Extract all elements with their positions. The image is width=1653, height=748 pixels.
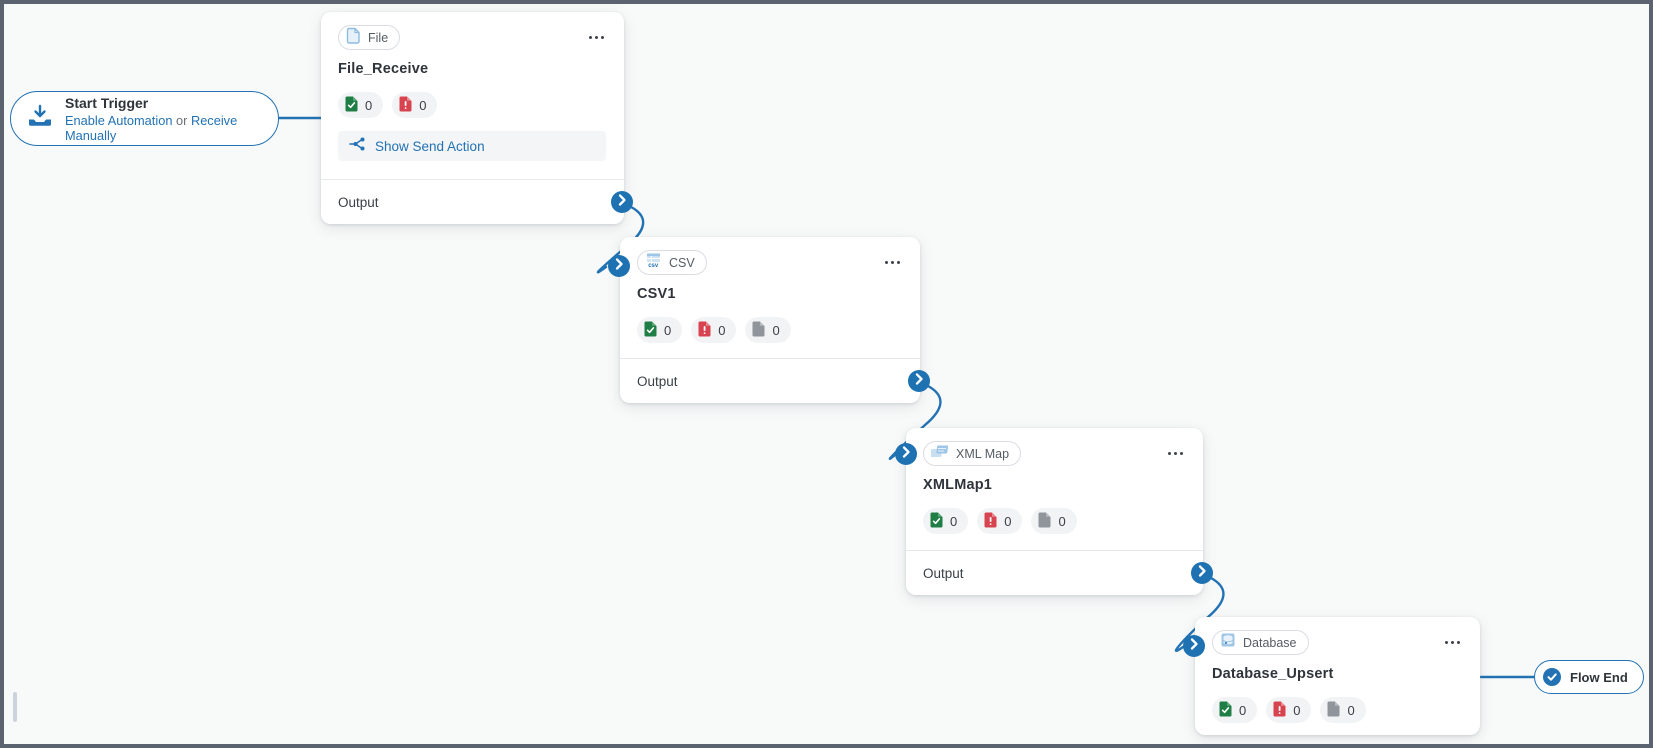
start-trigger-title: Start Trigger xyxy=(65,94,149,111)
doc-error-icon xyxy=(1273,701,1286,720)
error-count-badge: 0 xyxy=(392,92,438,118)
svg-text:csv: csv xyxy=(648,263,659,268)
success-count-badge: 0 xyxy=(923,508,969,534)
chevron-right-icon xyxy=(611,189,633,216)
neutral-count-badge: 0 xyxy=(1031,508,1077,534)
error-count-badge: 0 xyxy=(691,317,737,343)
csv-output-port[interactable] xyxy=(908,370,930,392)
doc-neutral-icon xyxy=(1038,512,1051,531)
output-row: Output xyxy=(906,550,1203,595)
success-count-badge: 0 xyxy=(338,92,384,118)
error-count-badge: 0 xyxy=(977,508,1023,534)
receive-manually-link[interactable]: Receive Manually xyxy=(65,112,238,143)
output-row: Output xyxy=(321,179,624,224)
download-icon xyxy=(27,104,53,133)
database-icon xyxy=(1220,632,1236,653)
output-label: Output xyxy=(338,194,379,210)
flow-end-label: Flow End xyxy=(1570,669,1628,685)
show-send-action-label: Show Send Action xyxy=(375,138,485,154)
xml-map-icon xyxy=(930,444,949,464)
xml-output-port[interactable] xyxy=(1191,562,1213,584)
csv-input-port[interactable] xyxy=(608,255,630,277)
node-csv1[interactable]: csv CSV CSV1 0 xyxy=(620,237,920,403)
share-icon xyxy=(349,137,366,156)
node-file-receive[interactable]: File File_Receive 0 xyxy=(321,12,624,224)
success-count-badge: 0 xyxy=(1212,697,1258,723)
show-send-action-button[interactable]: Show Send Action xyxy=(338,131,606,161)
file-type-badge: File xyxy=(338,25,401,50)
doc-success-icon xyxy=(1219,701,1232,720)
ellipsis-menu-icon[interactable] xyxy=(883,255,903,271)
doc-success-icon xyxy=(930,512,943,531)
file-icon xyxy=(346,27,361,49)
xml-input-port[interactable] xyxy=(895,443,917,465)
doc-neutral-icon xyxy=(752,321,765,340)
node-title: CSV1 xyxy=(637,286,676,302)
start-trigger-node[interactable]: Start Trigger Enable Automation or Recei… xyxy=(10,91,279,146)
doc-error-icon xyxy=(984,512,997,531)
file-output-port[interactable] xyxy=(611,191,633,213)
chevron-right-icon xyxy=(1183,633,1205,660)
node-title: XMLMap1 xyxy=(923,477,993,493)
chevron-right-icon xyxy=(908,368,930,395)
doc-success-icon xyxy=(644,321,657,340)
enable-automation-link[interactable]: Enable Automation xyxy=(65,112,173,128)
check-icon xyxy=(1543,668,1561,686)
doc-success-icon xyxy=(345,96,358,115)
node-database-upsert[interactable]: Database Database_Upsert 0 xyxy=(1195,617,1480,735)
error-count-badge: 0 xyxy=(1266,697,1312,723)
node-title: Database_Upsert xyxy=(1212,666,1334,682)
csv-type-badge: csv CSV xyxy=(637,250,707,275)
xml-map-type-badge: XML Map xyxy=(923,441,1022,466)
node-title: File_Receive xyxy=(338,61,429,77)
start-trigger-subtitle: Enable Automation or Receive Manually xyxy=(65,112,238,143)
database-type-badge: Database xyxy=(1212,630,1309,655)
csv-icon: csv xyxy=(645,252,662,273)
output-row: Output xyxy=(620,358,920,403)
output-label: Output xyxy=(637,373,678,389)
doc-neutral-icon xyxy=(1327,701,1340,720)
node-xmlmap1[interactable]: XML Map XMLMap1 0 xyxy=(906,428,1203,595)
output-label: Output xyxy=(923,565,964,581)
db-input-port[interactable] xyxy=(1183,635,1205,657)
doc-error-icon xyxy=(698,321,711,340)
flow-end-node[interactable]: Flow End xyxy=(1534,660,1644,694)
wire-csv-to-xml xyxy=(888,384,942,460)
chevron-right-icon xyxy=(895,441,917,468)
success-count-badge: 0 xyxy=(637,317,683,343)
vertical-scrollbar[interactable] xyxy=(13,692,17,722)
chevron-right-icon xyxy=(608,253,630,280)
neutral-count-badge: 0 xyxy=(1320,697,1366,723)
ellipsis-menu-icon[interactable] xyxy=(587,30,607,46)
doc-error-icon xyxy=(399,96,412,115)
neutral-count-badge: 0 xyxy=(745,317,791,343)
chevron-right-icon xyxy=(1191,560,1213,587)
ellipsis-menu-icon[interactable] xyxy=(1443,635,1463,651)
ellipsis-menu-icon[interactable] xyxy=(1166,446,1186,462)
